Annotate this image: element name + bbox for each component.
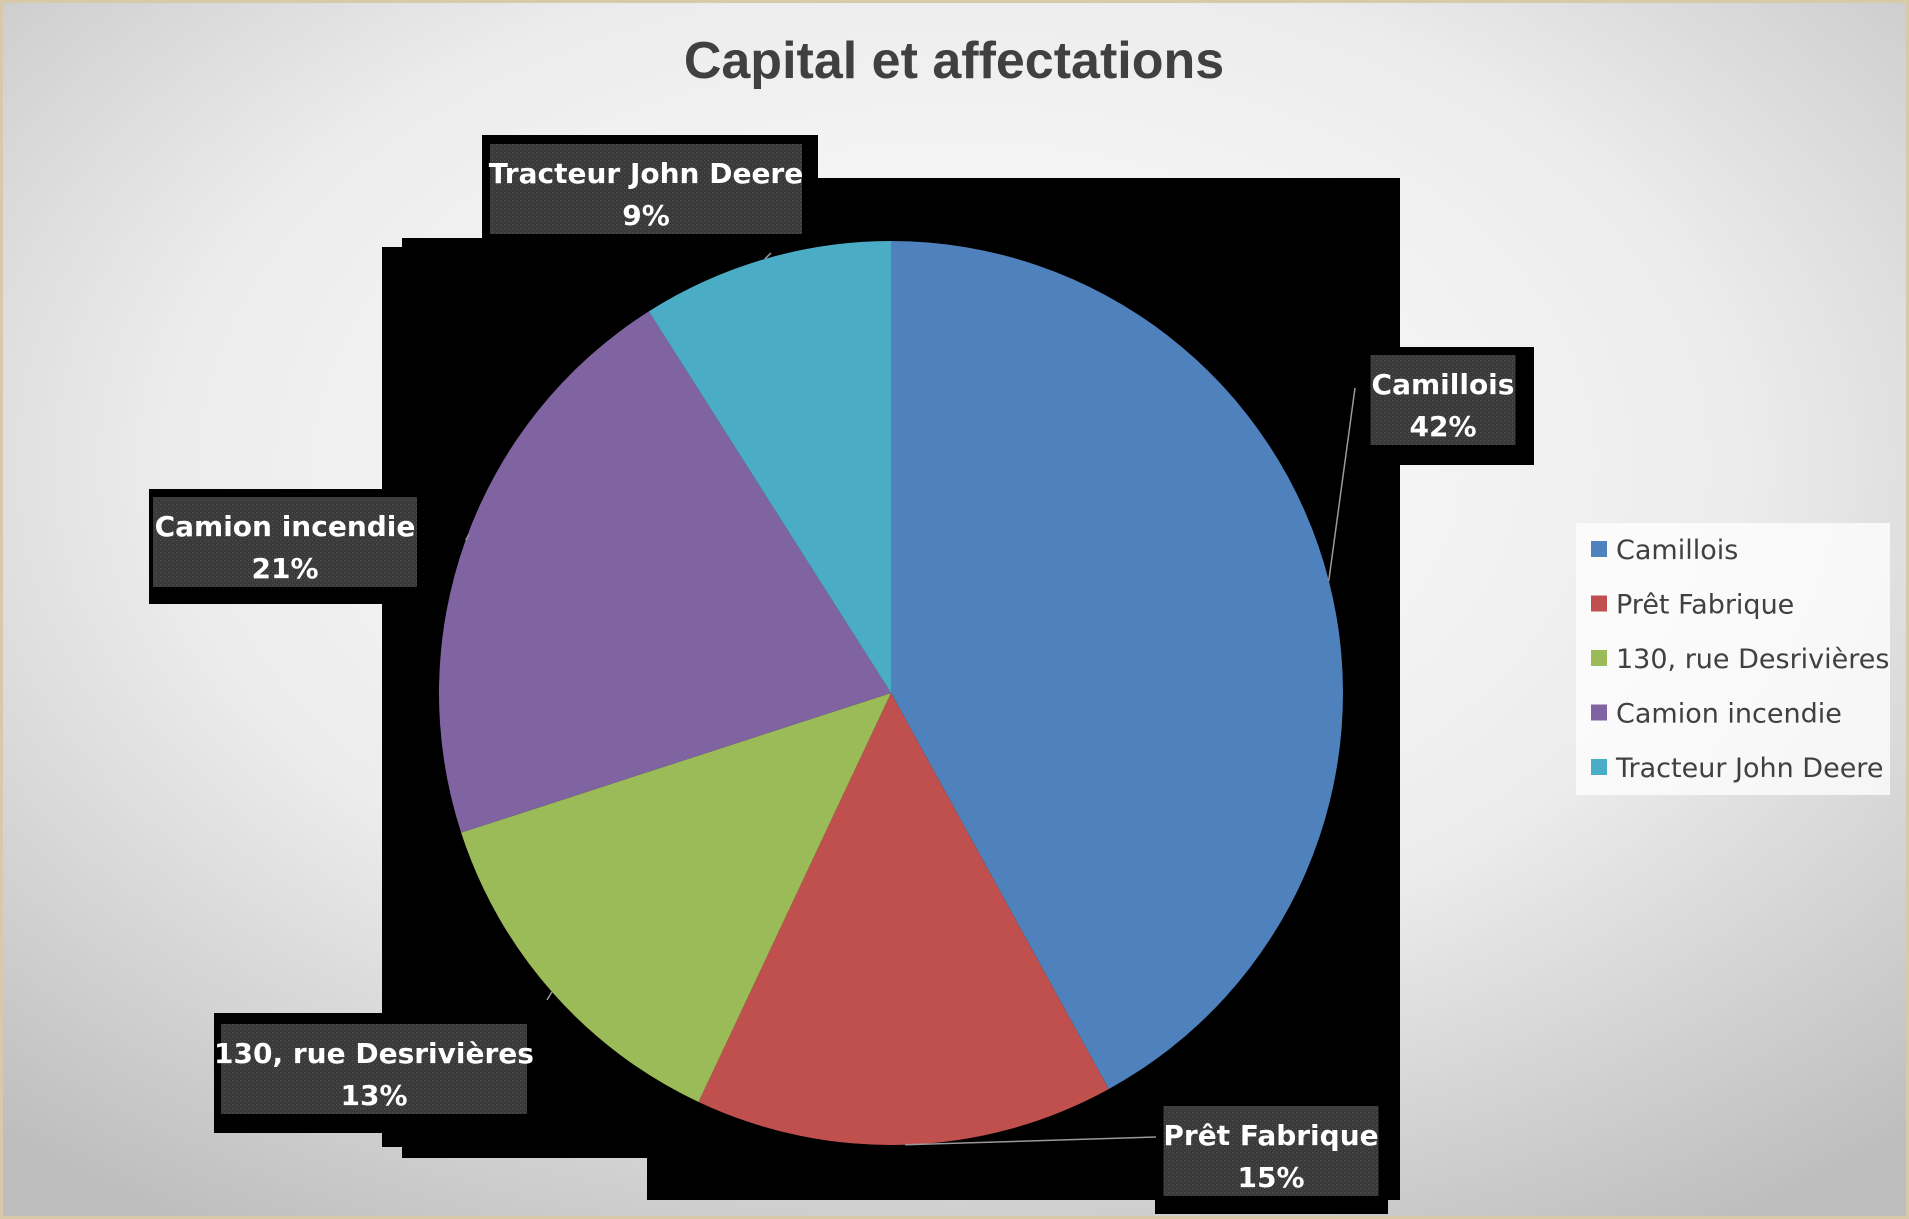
leader-line-tracteur-john-deere <box>764 252 772 260</box>
legend-swatch <box>1591 759 1607 775</box>
data-label-percent: 42% <box>1409 410 1476 443</box>
pie-slice-tracteur-john-deere <box>648 241 891 693</box>
legend-item-tracteur-john-deere: Tracteur John Deere <box>1591 753 1883 784</box>
legend-label: 130, rue Desrivières <box>1616 644 1889 675</box>
pie-slices <box>438 241 1343 1145</box>
pie-slice-camion-incendie <box>438 311 891 833</box>
data-labels: Camillois 42% Prêt Fabrique 15% 130, rue Des… <box>153 144 1516 1196</box>
legend-swatch <box>1591 650 1607 666</box>
data-label-camillois: Camillois 42% <box>1370 355 1516 445</box>
legend-item-pret-fabrique: Prêt Fabrique <box>1591 590 1794 621</box>
data-label-percent: 15% <box>1237 1161 1304 1194</box>
data-label-category: Camion incendie <box>155 510 416 543</box>
data-label-box <box>1370 355 1516 445</box>
legend-item-130-rue-desrivieres: 130, rue Desrivières <box>1591 644 1889 675</box>
legend-label: Prêt Fabrique <box>1616 590 1794 621</box>
leader-line-camillois <box>1328 387 1356 581</box>
leader-line-pret-fabrique <box>905 1136 1157 1146</box>
legend-item-camion-incendie: Camion incendie <box>1591 699 1842 730</box>
legend-label: Camion incendie <box>1616 699 1842 730</box>
data-label-category: Tracteur John Deere <box>489 157 803 190</box>
leader-line-camion-incendie <box>465 534 470 541</box>
data-label-category: Prêt Fabrique <box>1163 1119 1378 1152</box>
data-label-percent: 13% <box>340 1079 407 1112</box>
data-label-category: Camillois <box>1372 368 1515 401</box>
data-label-130-rue-desrivieres: 130, rue Desrivières 13% <box>214 1024 534 1114</box>
pie-slice-pret-fabrique <box>698 693 1109 1145</box>
legend-box <box>1576 523 1890 795</box>
pie-slice-130-rue-desrivieres <box>461 693 891 1102</box>
legend-label: Camillois <box>1616 535 1738 566</box>
chart-title: Capital et affectations <box>684 32 1224 90</box>
legend-item-camillois: Camillois <box>1591 535 1738 566</box>
legend-swatch <box>1591 595 1607 612</box>
data-label-box <box>153 497 417 587</box>
data-label-box <box>221 1024 527 1114</box>
data-label-percent: 21% <box>251 552 318 585</box>
data-label-tracteur-john-deere: Tracteur John Deere 9% <box>489 144 803 234</box>
legend: Camillois Prêt Fabrique 130, rue Desrivièr… <box>1576 523 1890 795</box>
legend-label: Tracteur John Deere <box>1615 753 1883 784</box>
data-label-percent: 9% <box>622 199 670 232</box>
pie-slice-camillois <box>891 241 1343 1090</box>
leader-lines <box>465 252 1356 1146</box>
data-label-box <box>1163 1106 1379 1196</box>
legend-swatch <box>1591 704 1607 721</box>
data-label-category: 130, rue Desrivières <box>214 1037 534 1070</box>
data-label-box <box>490 144 802 234</box>
data-label-pret-fabrique: Prêt Fabrique 15% <box>1163 1106 1379 1196</box>
leader-line-130-rue-desrivieres <box>546 991 553 1001</box>
legend-swatch <box>1591 541 1607 557</box>
data-label-camion-incendie: Camion incendie 21% <box>153 497 417 587</box>
